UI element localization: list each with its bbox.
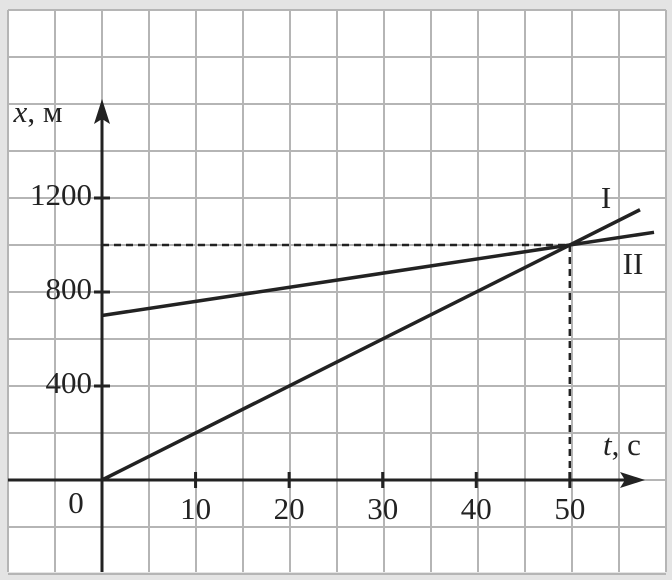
x-tick-label: 50 — [554, 491, 585, 526]
x-tick-label: 40 — [461, 491, 492, 526]
x-tick-label: 10 — [180, 491, 211, 526]
x-axis-label: t, с — [603, 427, 641, 462]
x-tick-label: 30 — [367, 491, 398, 526]
series-line — [101, 230, 655, 318]
x-tick-label: 20 — [274, 491, 305, 526]
y-axis-arrow — [94, 99, 110, 124]
series-line — [101, 208, 641, 482]
x-axis-arrow — [620, 472, 645, 488]
y-tick-label: 1200 — [30, 177, 92, 212]
y-symbol: x — [13, 94, 28, 129]
origin-label: 0 — [68, 485, 84, 520]
x-unit: , с — [612, 427, 641, 462]
y-unit: , м — [27, 94, 62, 129]
grid — [7, 9, 667, 575]
y-tick-label: 800 — [46, 271, 93, 306]
series-label: II — [623, 246, 644, 281]
x-symbol: t — [603, 427, 613, 462]
series-label: I — [601, 180, 611, 215]
y-tick-label: 400 — [46, 365, 93, 400]
y-axis-label: x, м — [13, 94, 63, 129]
